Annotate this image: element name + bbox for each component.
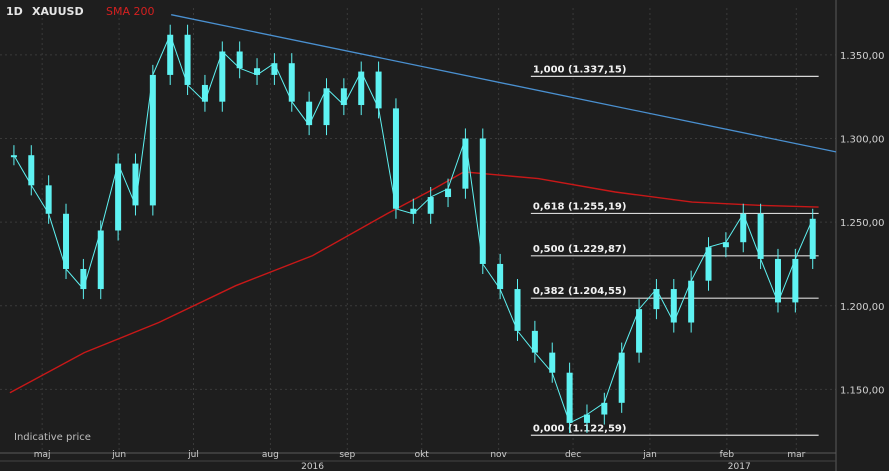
price-candle-body [375, 71, 382, 109]
price-candle-body [184, 34, 191, 85]
price-candle-body [462, 138, 469, 189]
price-candle-body [271, 63, 278, 75]
price-candle-body [670, 289, 677, 323]
price-candle-body [722, 242, 729, 248]
price-candle-body [583, 414, 590, 423]
y-tick-label: 1.350,00 [840, 51, 885, 62]
fib-level-label: 0,382 (1.204,55) [533, 286, 627, 297]
fib-level-label: 1,000 (1.337,15) [533, 64, 627, 75]
fib-level-label: 0,500 (1.229,87) [533, 244, 627, 255]
price-close-line [13, 33, 814, 424]
price-candle-body [549, 352, 556, 373]
price-candle-body [28, 155, 35, 186]
y-tick-label: 1.150,00 [840, 385, 885, 396]
month-tick-label: mar [787, 450, 805, 460]
price-candle-body [358, 71, 365, 106]
month-tick-label: jul [187, 450, 199, 460]
y-tick-label: 1.300,00 [840, 134, 885, 145]
price-candle-body [236, 51, 243, 69]
price-candle-body [306, 101, 313, 126]
price-candle-body [80, 268, 87, 290]
price-candle-body [132, 163, 139, 206]
month-tick-label: sep [339, 450, 355, 460]
price-candle-body [688, 280, 695, 323]
price-candle-body [340, 88, 347, 106]
fib-level-label: 0,000 (1.122,59) [533, 423, 627, 434]
symbol-label: XAUUSD [32, 5, 84, 18]
price-candle-body [618, 352, 625, 403]
month-tick-label: aug [262, 450, 279, 460]
month-tick-label: maj [34, 450, 51, 460]
price-candle-body [392, 108, 399, 209]
sma-200-line [9, 171, 819, 394]
y-tick-label: 1.200,00 [840, 302, 885, 313]
fib-level-label: 0,618 (1.255,19) [533, 201, 627, 212]
price-candle-body [774, 258, 781, 303]
price-candle-body [514, 289, 521, 331]
price-candle-body [792, 258, 799, 303]
price-candle-body [809, 218, 816, 259]
y-tick-label: 1.250,00 [840, 218, 885, 229]
resistance-trendline [171, 14, 837, 153]
year-tick-label: 2016 [301, 462, 324, 471]
price-candle-body [167, 34, 174, 75]
price-candle-body [705, 247, 712, 281]
month-tick-label: nov [490, 450, 507, 460]
price-candle-body [201, 84, 208, 102]
year-tick-label: 2017 [728, 462, 751, 471]
price-candle-body [254, 68, 261, 75]
price-candle-body [288, 63, 295, 102]
month-tick-label: feb [720, 450, 735, 460]
price-candle-body [757, 213, 764, 259]
indicative-price-note: Indicative price [14, 432, 91, 443]
price-candle-body [531, 330, 538, 353]
month-tick-label: jun [111, 450, 126, 460]
price-candle-body [97, 230, 104, 290]
price-candle-body [63, 213, 70, 269]
price-candle-body [601, 402, 608, 415]
price-candle-body [479, 138, 486, 264]
month-tick-label: dec [565, 450, 581, 460]
price-candle-body [45, 185, 52, 214]
price-candle-body [445, 188, 452, 198]
price-candle-body [653, 289, 660, 310]
month-tick-label: okt [415, 450, 430, 460]
price-candle-body [497, 263, 504, 290]
price-candle-body [323, 88, 330, 126]
price-candle-body [149, 74, 156, 206]
price-candle-body [115, 163, 122, 231]
price-candle-body [636, 309, 643, 353]
month-tick-label: jan [642, 450, 657, 460]
price-candle-body [410, 208, 417, 214]
price-candle-body [740, 213, 747, 243]
price-candle-body [566, 372, 573, 423]
price-candle-body [219, 51, 226, 102]
sma-legend-label: SMA 200 [106, 5, 155, 18]
price-candle-body [427, 197, 434, 214]
period-label: 1D [6, 5, 23, 18]
